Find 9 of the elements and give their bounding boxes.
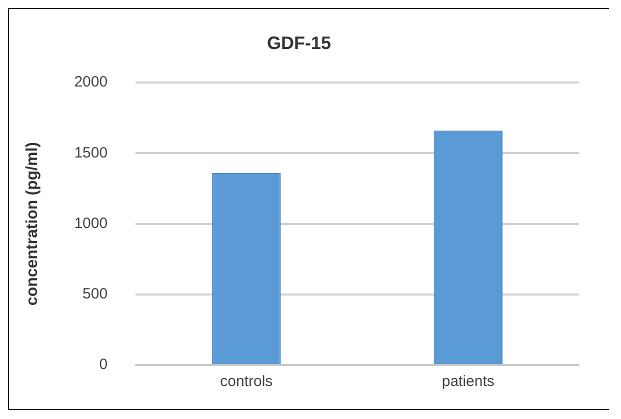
- y-tick-label: 0: [99, 356, 108, 374]
- x-tick-label: patients: [442, 373, 494, 390]
- y-tick-label: 1500: [74, 144, 108, 162]
- y-tick-label: 2000: [74, 74, 108, 91]
- chart-title: GDF-15: [266, 32, 332, 53]
- x-tick-label: controls: [220, 373, 273, 390]
- y-axis-title: concentration (pg/ml): [24, 142, 42, 306]
- y-tick-label: 1000: [74, 214, 108, 232]
- y-tick-label: 500: [82, 286, 108, 303]
